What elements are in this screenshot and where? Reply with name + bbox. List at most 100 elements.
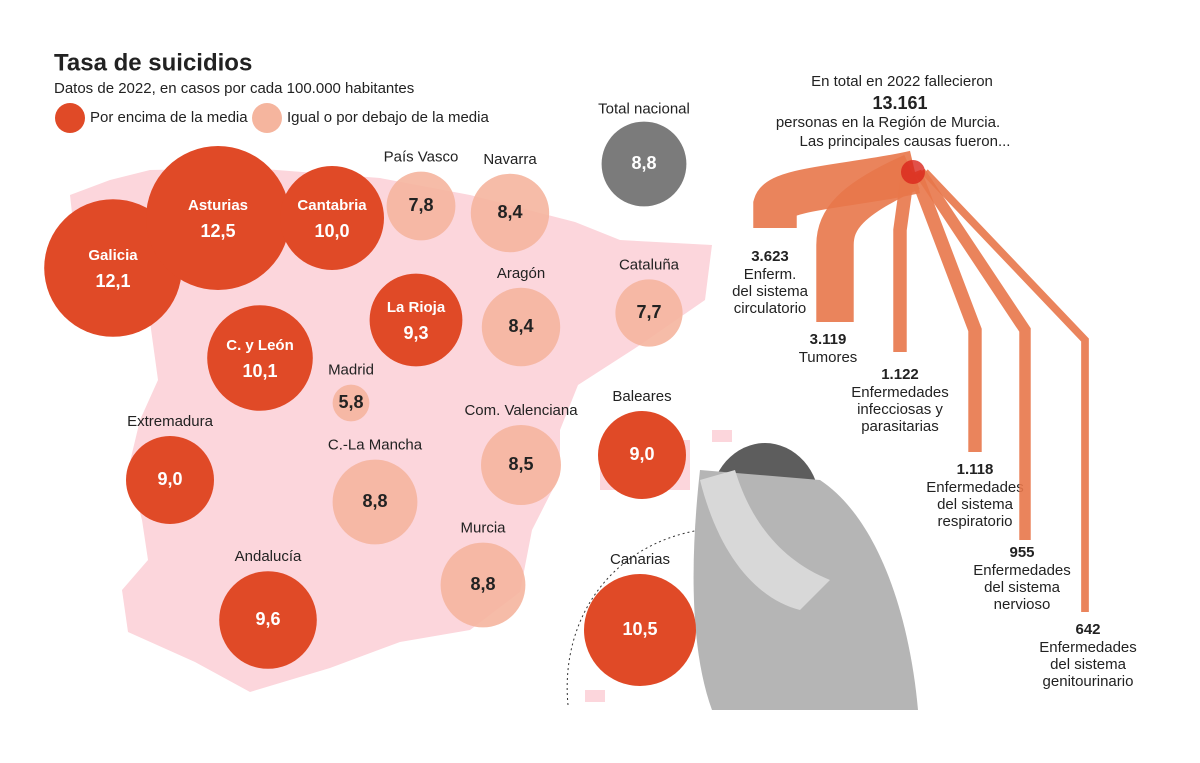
- bubble: [369, 273, 463, 367]
- flow-label: nervioso: [994, 596, 1051, 613]
- value-label: 10,5: [622, 619, 657, 639]
- flow-label: genitourinario: [1043, 673, 1134, 690]
- flow-note: personas en la Región de Murcia.: [776, 114, 1000, 131]
- region-label: Murcia: [460, 520, 506, 537]
- bubble: [584, 574, 696, 686]
- flow-label: Enfermedades: [1039, 639, 1137, 656]
- value-label: 10,0: [314, 221, 349, 241]
- region-label: Cataluña: [619, 256, 680, 273]
- value-label: 12,1: [95, 271, 130, 291]
- value-label: 9,6: [255, 609, 280, 629]
- flow-value: 1.118: [957, 461, 994, 478]
- flow-total: 13.161: [872, 93, 927, 113]
- flow-label: Enferm.: [744, 266, 797, 283]
- flow-branch: [816, 154, 920, 322]
- flow-source: [901, 160, 925, 184]
- value-label: 10,1: [242, 361, 277, 381]
- flow-label: Tumores: [799, 349, 858, 366]
- flow-note: Las principales causas fueron...: [800, 133, 1011, 150]
- flow-value: 3.623: [751, 248, 789, 265]
- legend-swatch: [252, 103, 282, 133]
- flow-branch: [893, 171, 915, 352]
- bubble: [481, 287, 561, 367]
- region-label: Com. Valenciana: [464, 402, 578, 419]
- value-label: 5,8: [338, 392, 363, 412]
- value-label: 7,8: [408, 195, 433, 215]
- flow-value: 1.122: [881, 366, 919, 383]
- region-label: C.-La Mancha: [328, 437, 423, 454]
- region-label: Navarra: [483, 151, 537, 168]
- flow-label: Enfermedades: [926, 479, 1024, 496]
- value-label: 8,4: [497, 202, 522, 222]
- bubble: [207, 305, 313, 411]
- region-label: Asturias: [188, 197, 248, 214]
- reference-bubble: [601, 121, 687, 207]
- region-label: Extremadura: [127, 413, 214, 430]
- map-canarias: [712, 430, 732, 442]
- value-label: 9,0: [157, 469, 182, 489]
- flow-value: 642: [1075, 621, 1100, 638]
- legend-label: Igual o por debajo de la media: [287, 109, 489, 126]
- flow-branch: [915, 168, 1031, 540]
- region-label: La Rioja: [387, 299, 446, 316]
- value-label: 8,5: [508, 454, 533, 474]
- flow-label: circulatorio: [734, 300, 807, 317]
- value-label: 12,5: [200, 221, 235, 241]
- photo-arm: [700, 470, 830, 610]
- bubble: [146, 146, 290, 290]
- flow-label: Enfermedades: [851, 384, 949, 401]
- canarias-arc: [566, 529, 701, 706]
- flow-label: Enfermedades: [973, 562, 1071, 579]
- reference-value: 8,8: [631, 153, 656, 173]
- value-label: 8,8: [362, 491, 387, 511]
- value-label: 8,4: [508, 316, 533, 336]
- region-label: Aragón: [497, 265, 545, 282]
- region-label: Galicia: [88, 247, 138, 264]
- bubble: [219, 571, 317, 669]
- flow-label: respiratorio: [937, 513, 1012, 530]
- flow-label: parasitarias: [861, 418, 939, 435]
- map-spain: [70, 168, 712, 692]
- bubble: [470, 173, 550, 253]
- region-label: Cantabria: [297, 197, 367, 214]
- bubble: [615, 279, 683, 347]
- bubble: [440, 542, 526, 628]
- bubble: [332, 384, 370, 422]
- flow-value: 3.119: [810, 331, 847, 348]
- legend-swatch: [55, 103, 85, 133]
- flow-branch: [908, 169, 982, 452]
- value-label: 9,0: [629, 444, 654, 464]
- flow-branch: [922, 169, 1089, 612]
- value-label: 9,3: [403, 323, 428, 343]
- region-label: Canarias: [610, 551, 670, 568]
- flow-title: En total en 2022 fallecieron: [811, 73, 993, 90]
- bubble: [44, 199, 182, 337]
- bubble: [386, 171, 456, 241]
- bubble: [332, 459, 418, 545]
- reference-label: Total nacional: [598, 101, 690, 118]
- value-label: 7,7: [636, 302, 661, 322]
- title: Tasa de suicidios: [54, 49, 252, 76]
- flow-label: del sistema: [1050, 656, 1127, 673]
- bubble: [126, 436, 214, 524]
- flow-value: 955: [1009, 544, 1034, 561]
- bubble: [481, 425, 561, 505]
- flow-label: del sistema: [984, 579, 1061, 596]
- region-label: País Vasco: [384, 149, 459, 166]
- flow-label: del sistema: [732, 283, 809, 300]
- legend-label: Por encima de la media: [90, 109, 248, 126]
- region-label: Baleares: [612, 388, 671, 405]
- photo-silhouette: [693, 443, 918, 710]
- region-label: C. y León: [226, 337, 294, 354]
- flow-label: infecciosas y: [857, 401, 943, 418]
- region-label: Andalucía: [235, 548, 302, 565]
- region-label: Madrid: [328, 362, 374, 379]
- bubble: [598, 411, 686, 499]
- bubble: [280, 166, 384, 270]
- value-label: 8,8: [470, 574, 495, 594]
- flow-label: del sistema: [937, 496, 1014, 513]
- map-canarias: [585, 690, 605, 702]
- subtitle: Datos de 2022, en casos por cada 100.000…: [54, 80, 414, 97]
